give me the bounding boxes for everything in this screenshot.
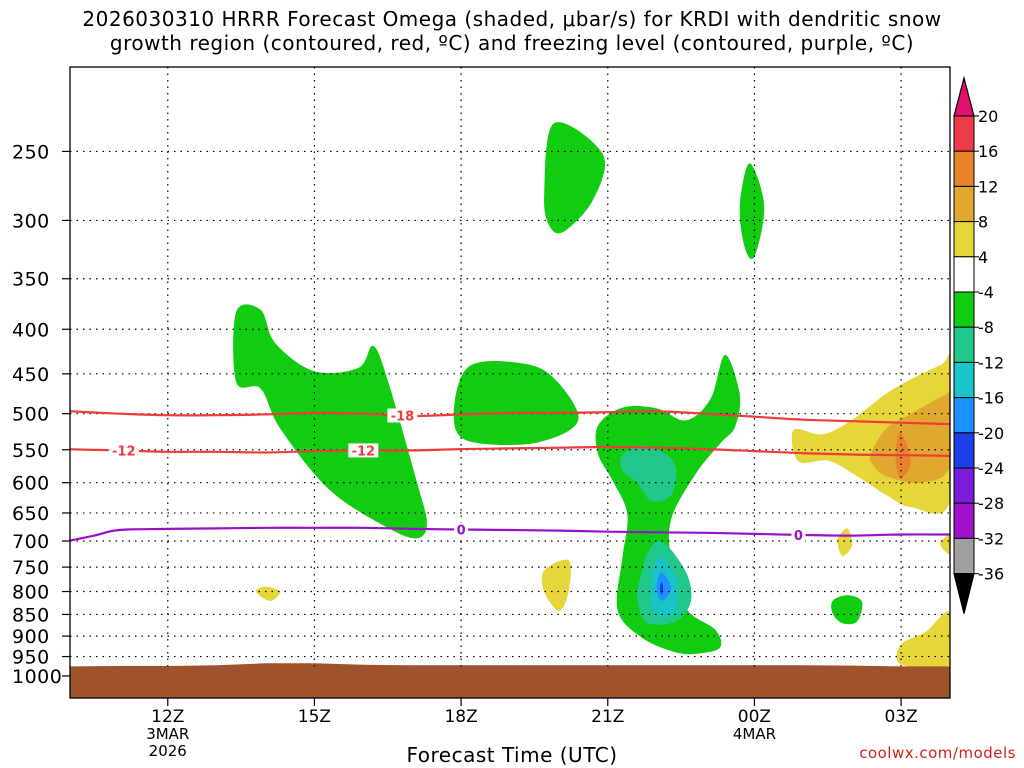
y-tick-label-550: 550 [12,440,50,462]
omega-region-17 [896,611,950,670]
plot-frame [69,66,951,699]
terrain [70,663,950,698]
contour-label-1-0: -12 [112,445,136,460]
y-tick-label-950: 950 [12,647,50,669]
colorbar-swatch-9 [953,432,975,469]
contour-label-2-0: 0 [457,523,466,538]
x-axis-label: Forecast Time (UTC) [406,743,618,767]
y-tick-label-250: 250 [12,141,50,163]
colorbar-swatch-3 [953,221,975,258]
y-tick-label-400: 400 [12,319,50,341]
colorbar-label-10: -24 [978,459,1004,478]
omega-region-3 [739,163,765,260]
colorbar: 20 16 12 8 4 -4 -8 -12 -16 -20 -24 -28 -32 -36 [953,75,1004,614]
colorbar-label-5: -4 [978,283,994,302]
contour-0 [70,410,950,426]
x-tick-label-15Z: 15Z [298,707,331,727]
colorbar-swatch-12 [953,537,975,575]
colorbar-label-13: -36 [978,565,1004,584]
colorbar-swatch-1 [953,150,975,187]
contour-1 [70,445,950,457]
axes: 2503003504004505005506006507007508008509… [12,141,918,760]
colorbar-swatch-5 [953,291,975,328]
omega-region-14 [255,586,281,601]
colorbar-label-2: 12 [978,177,998,196]
colorbar-swatch-10 [953,467,975,504]
omega-region-9 [831,595,863,625]
contour-label-bg-1-1 [348,443,379,458]
colorbar-swatch-4 [953,256,975,293]
colorbar-swatch-0 [953,115,975,152]
omega-region-8 [656,572,672,601]
colorbar-label-9: -20 [978,424,1004,443]
omega-region-1 [453,361,579,446]
grid [70,67,950,667]
colorbar-label-4: 4 [978,248,988,267]
x-tick-label-18Z: 18Z [444,707,477,727]
omega-region-16 [940,535,950,555]
colorbar-label-0: 20 [978,107,998,126]
colorbar-label-8: -16 [978,389,1004,408]
contour-2 [70,526,950,542]
x-tick-label-03Z: 03Z [884,707,917,727]
contours: -18 -12 -12 0 0 [70,408,950,544]
colorbar-bottom-arrow [953,573,975,614]
x-tick-sublabel-12Z-0: 3MAR [146,725,189,743]
x-tick-sublabel-00Z-0: 4MAR [733,725,776,743]
chart-title-line1: 2026030310 HRRR Forecast Omega (shaded, … [82,7,942,31]
omega-region-13 [541,559,571,611]
colorbar-swatch-7 [953,361,975,399]
y-tick-label-650: 650 [12,503,50,525]
contour-label-0-0: -18 [391,410,415,425]
colorbar-swatch-2 [953,185,975,223]
contour-label-bg-2-0 [454,522,469,537]
y-tick-label-700: 700 [12,531,50,553]
y-tick-label-600: 600 [12,473,50,495]
colorbar-swatch-6 [953,326,975,363]
contour-label-bg-2-1 [791,527,806,542]
y-tick-label-500: 500 [12,404,50,426]
omega-region-5 [620,445,677,502]
x-tick-label-21Z: 21Z [591,707,624,727]
contour-label-bg-1-0 [108,443,139,458]
colorbar-label-1: 16 [978,142,998,161]
y-tick-label-450: 450 [12,364,50,386]
colorbar-swatch-8 [953,397,975,434]
y-tick-label-900: 900 [12,626,50,648]
colorbar-label-3: 8 [978,213,988,232]
x-tick-label-12Z: 12Z [151,707,184,727]
colorbar-top-arrow [953,75,975,117]
y-tick-label-300: 300 [12,210,50,232]
contour-label-bg-0-0 [387,408,418,423]
terrain-fill [70,663,950,698]
chart-title-line2: growth region (contoured, red, ºC) and f… [109,31,915,55]
omega-region-4 [595,354,741,655]
y-tick-label-1000: 1000 [12,666,62,688]
credit-text: coolwx.com/models [859,744,1016,762]
contour-label-2-1: 0 [794,529,803,544]
colorbar-label-7: -12 [978,353,1004,372]
omega-region-15 [837,528,853,556]
contour-label-1-1: -12 [352,444,376,459]
x-tick-sublabel-12Z-1: 2026 [149,742,187,760]
omega-region-2 [544,122,606,234]
omega-max-marker [660,582,664,595]
y-tick-label-850: 850 [12,604,50,626]
omega-region-11 [869,390,950,484]
omega-shading [233,122,950,670]
colorbar-label-6: -8 [978,318,994,337]
y-tick-label-750: 750 [12,557,50,579]
colorbar-swatch-11 [953,502,975,539]
x-tick-label-00Z: 00Z [738,707,771,727]
y-tick-label-800: 800 [12,582,50,604]
colorbar-label-12: -32 [978,529,1004,548]
y-tick-label-350: 350 [12,269,50,291]
omega-region-0 [233,304,427,539]
colorbar-label-11: -28 [978,494,1004,513]
